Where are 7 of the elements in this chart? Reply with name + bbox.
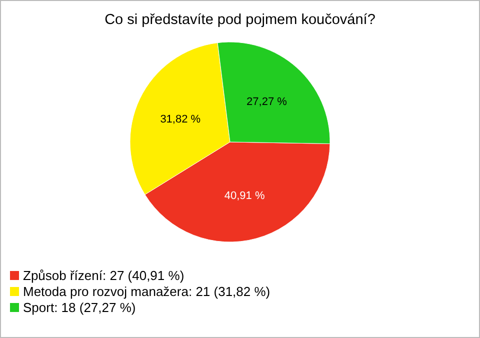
data-label: 27,27 % [246, 96, 288, 108]
data-label: 31,82 % [160, 113, 201, 126]
chart-title: Co si představíte pod pojmem koučování? [104, 12, 376, 28]
legend-label: Sport: 18 (27,27 %) [23, 300, 136, 315]
legend-label: Způsob řízení: 27 (40,91 %) [23, 268, 184, 283]
legend-label: Metoda pro rozvoj manažera: 21 (31,82 %) [23, 284, 270, 299]
data-label: 40,91 % [224, 190, 265, 202]
